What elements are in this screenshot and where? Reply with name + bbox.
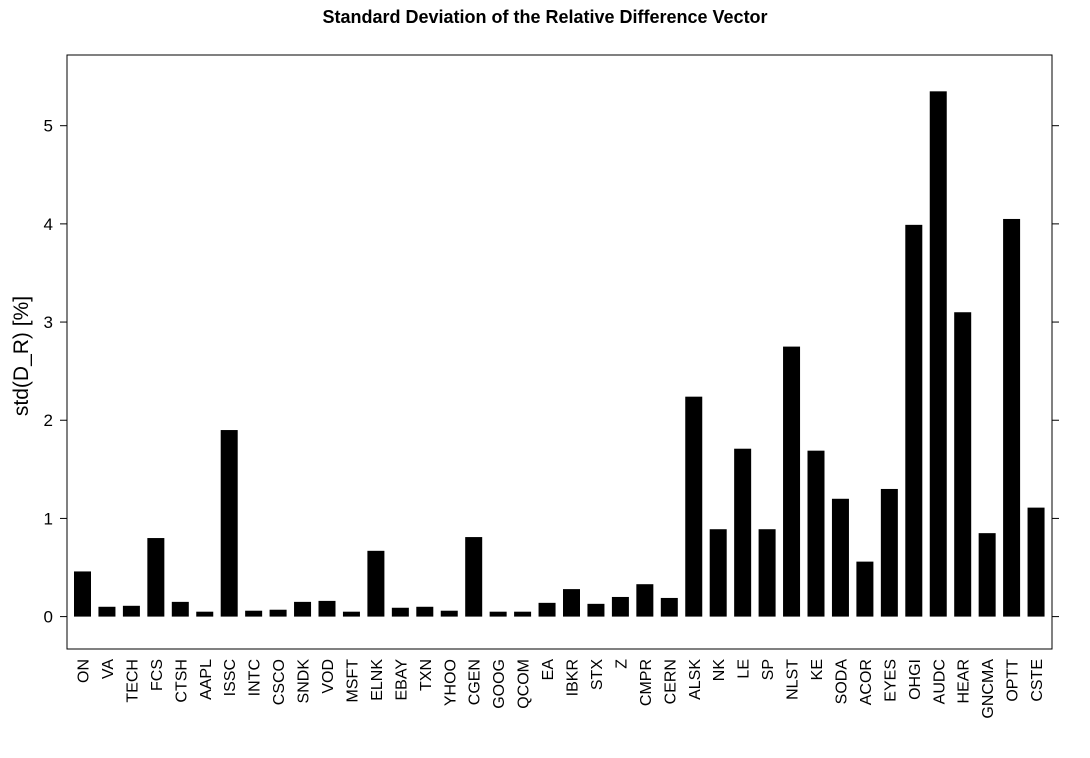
- x-tick-label: LE: [736, 659, 753, 679]
- bar-va: [98, 606, 116, 617]
- bar-aapl: [196, 611, 214, 617]
- x-tick-label: TECH: [124, 659, 141, 703]
- bar-qcom: [514, 611, 532, 617]
- bar-cste: [1027, 507, 1045, 617]
- bar-elnk: [367, 550, 385, 617]
- x-tick-label: INTC: [247, 659, 264, 696]
- bar-intc: [245, 610, 263, 617]
- bar-sndk: [294, 601, 312, 617]
- x-tick-label: CGEN: [467, 659, 484, 705]
- x-tick-label: FCS: [149, 659, 166, 691]
- bar-ea: [538, 602, 556, 617]
- bar-ohgi: [905, 224, 923, 617]
- bar-goog: [489, 611, 507, 617]
- chart-title: Standard Deviation of the Relative Diffe…: [322, 7, 767, 27]
- x-tick-label: SP: [760, 659, 777, 680]
- bar-sp: [758, 529, 776, 617]
- y-tick-label: 4: [44, 215, 53, 234]
- x-tick-label: ALSK: [687, 659, 704, 700]
- x-tick-label: GNCMA: [980, 659, 997, 719]
- bar-cmpr: [636, 584, 654, 617]
- x-tick-label: ISSC: [222, 659, 239, 696]
- x-tick-label: SNDK: [296, 659, 313, 704]
- x-tick-label: ON: [76, 659, 93, 683]
- x-tick-label: EA: [540, 659, 557, 681]
- x-tick-label: AUDC: [931, 659, 948, 704]
- x-tick-label: CSTE: [1029, 659, 1046, 702]
- x-tick-label: Z: [613, 659, 630, 669]
- bar-soda: [831, 498, 849, 617]
- bar-le: [734, 448, 752, 617]
- bar-nk: [709, 529, 727, 617]
- bar-issc: [220, 430, 238, 617]
- y-tick-label: 3: [44, 313, 53, 332]
- bar-ibkr: [563, 589, 580, 617]
- bars: [74, 91, 1045, 617]
- x-tick-label: QCOM: [516, 659, 533, 709]
- y-tick-label: 5: [44, 117, 53, 136]
- x-tick-label: NLST: [785, 659, 802, 700]
- bar-ke: [807, 450, 825, 617]
- bar-tech: [122, 605, 140, 617]
- x-tick-label: TXN: [418, 659, 435, 691]
- x-tick-label: NK: [711, 659, 728, 682]
- y-tick-label: 1: [44, 509, 53, 528]
- bar-cern: [660, 597, 678, 617]
- bar-eyes: [880, 488, 898, 617]
- x-tick-label: CTSH: [173, 659, 190, 703]
- x-tick-label: CERN: [662, 659, 679, 704]
- x-tick-label: AAPL: [198, 659, 215, 700]
- bar-cgen: [465, 537, 483, 617]
- x-tick-label: ELNK: [369, 659, 386, 701]
- x-tick-label: EBAY: [393, 659, 410, 701]
- x-tick-label: EYES: [882, 659, 899, 702]
- bar-optt: [1003, 218, 1021, 617]
- bar-audc: [929, 91, 947, 617]
- bar-hear: [954, 312, 972, 617]
- x-tick-label: CMPR: [638, 659, 655, 706]
- x-tick-label: CSCO: [271, 659, 288, 705]
- bar-gncma: [978, 533, 996, 617]
- x-tick-label: HEAR: [956, 659, 973, 703]
- bar-fcs: [147, 538, 165, 617]
- bar-csco: [269, 609, 287, 617]
- bar-txn: [416, 606, 434, 617]
- x-tick-label: OPTT: [1005, 659, 1022, 702]
- y-axis: 0 1 2 3 4 5: [44, 117, 1059, 627]
- y-tick-label: 2: [44, 411, 53, 430]
- bar-yhoo: [440, 610, 458, 617]
- x-tick-label: IBKR: [565, 659, 582, 696]
- x-tick-label: SODA: [833, 659, 850, 705]
- bar-stx: [587, 603, 605, 617]
- x-axis-tick-labels: ON VA TECH FCS CTSH AAPL ISSC INTC CSCO SNDK VOD MS…: [76, 659, 1047, 719]
- x-tick-label: MSFT: [344, 659, 361, 703]
- x-tick-label: VOD: [320, 659, 337, 694]
- x-tick-label: GOOG: [491, 659, 508, 709]
- bar-acor: [856, 561, 874, 617]
- y-tick-label: 0: [44, 608, 53, 627]
- bar-z: [611, 596, 629, 617]
- bar-on: [74, 571, 91, 617]
- x-tick-label: VA: [100, 659, 117, 679]
- x-tick-label: YHOO: [442, 659, 459, 706]
- bar-ebay: [391, 607, 409, 617]
- x-tick-label: KE: [809, 659, 826, 680]
- x-tick-label: OHGI: [907, 659, 924, 700]
- x-tick-label: ACOR: [858, 659, 875, 705]
- x-tick-label: STX: [589, 659, 606, 690]
- bar-vod: [318, 600, 336, 617]
- y-axis-label: std(D_R) [%]: [10, 296, 33, 416]
- bar-msft: [342, 611, 360, 617]
- plot-frame: [66, 54, 1053, 650]
- bar-nlst: [783, 346, 801, 617]
- bar-ctsh: [171, 601, 189, 617]
- bar-alsk: [685, 396, 703, 617]
